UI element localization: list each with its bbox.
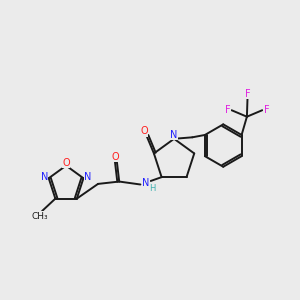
Text: F: F: [263, 105, 269, 115]
Text: N: N: [40, 172, 48, 182]
Text: F: F: [245, 89, 250, 99]
Text: O: O: [112, 152, 119, 162]
Text: O: O: [140, 126, 148, 136]
Text: O: O: [62, 158, 70, 168]
Text: CH₃: CH₃: [32, 212, 48, 221]
Text: H: H: [149, 184, 155, 193]
Text: N: N: [84, 172, 92, 182]
Text: N: N: [170, 130, 178, 140]
Text: F: F: [225, 105, 230, 115]
Text: N: N: [142, 178, 149, 188]
